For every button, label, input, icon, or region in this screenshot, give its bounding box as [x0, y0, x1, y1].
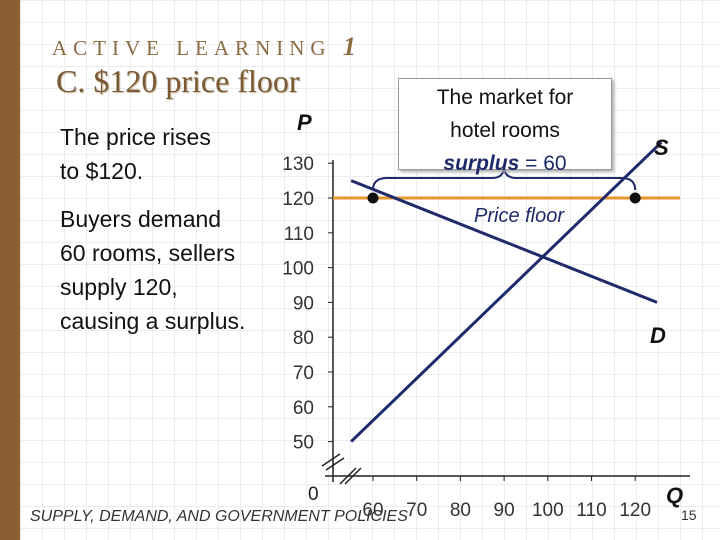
y-tick-label: 130: [282, 154, 314, 175]
y-axis-break: [321, 453, 345, 471]
chart-marks: Price floor S D: [333, 135, 680, 443]
market-callout: The market for hotel rooms surplus = 60: [398, 78, 612, 175]
x-tick-label: 70: [406, 500, 427, 521]
x-tick-label: 80: [450, 500, 471, 521]
x-axis-break: [339, 467, 362, 485]
price-floor-label: Price floor: [474, 205, 565, 227]
y-tick-label: 80: [293, 328, 314, 349]
callout-line1: The market for: [436, 86, 574, 109]
surplus-label: surplus: [443, 152, 520, 175]
x-tick-label: 60: [362, 500, 383, 521]
origin-label: 0: [308, 484, 319, 505]
header-label-text: ACTIVE LEARNING: [52, 36, 332, 60]
page-title: C. $120 price floor: [56, 63, 300, 99]
header-label: ACTIVE LEARNING 1: [52, 32, 356, 62]
x-tick-label: 90: [494, 500, 515, 521]
chart-ticks: 50 60 70 80 90 100 110 120 130 60 70 80 90 100 110 120: [282, 154, 651, 521]
price-floor-point: [629, 192, 641, 204]
x-tick-label: 110: [576, 500, 606, 521]
y-tick-label: 90: [293, 293, 314, 314]
x-tick-label: 120: [619, 500, 651, 521]
footer-text: SUPPLY, DEMAND, AND GOVERNMENT POLICIES: [30, 508, 408, 525]
y-axis-title: P: [297, 110, 312, 135]
left-accent-bar: [0, 0, 20, 540]
demand-label: D: [650, 323, 666, 348]
y-tick-label: 120: [282, 189, 314, 210]
y-tick-label: 70: [293, 363, 314, 384]
y-tick-label: 110: [284, 224, 314, 245]
y-tick-label: 100: [282, 259, 314, 280]
x-axis-title: Q: [666, 483, 683, 508]
y-tick-label: 60: [293, 398, 314, 419]
price-floor-point: [367, 192, 379, 204]
x-tick-label: 100: [532, 500, 564, 521]
header-number: 1: [342, 32, 356, 61]
demand-curve: [350, 179, 658, 304]
supply-curve: [350, 141, 663, 443]
text-surplus-explanation: Buyers demand 60 rooms, sellers supply 1…: [60, 206, 246, 334]
slide-number: 15: [681, 507, 697, 523]
chart-axes: P Q 0: [297, 110, 690, 508]
text-price-rises: The price rises to $120.: [60, 124, 211, 184]
supply-label: S: [654, 135, 669, 160]
y-tick-label: 50: [293, 433, 314, 454]
surplus-value: = 60: [525, 152, 567, 175]
callout-line2: hotel rooms: [450, 119, 560, 142]
